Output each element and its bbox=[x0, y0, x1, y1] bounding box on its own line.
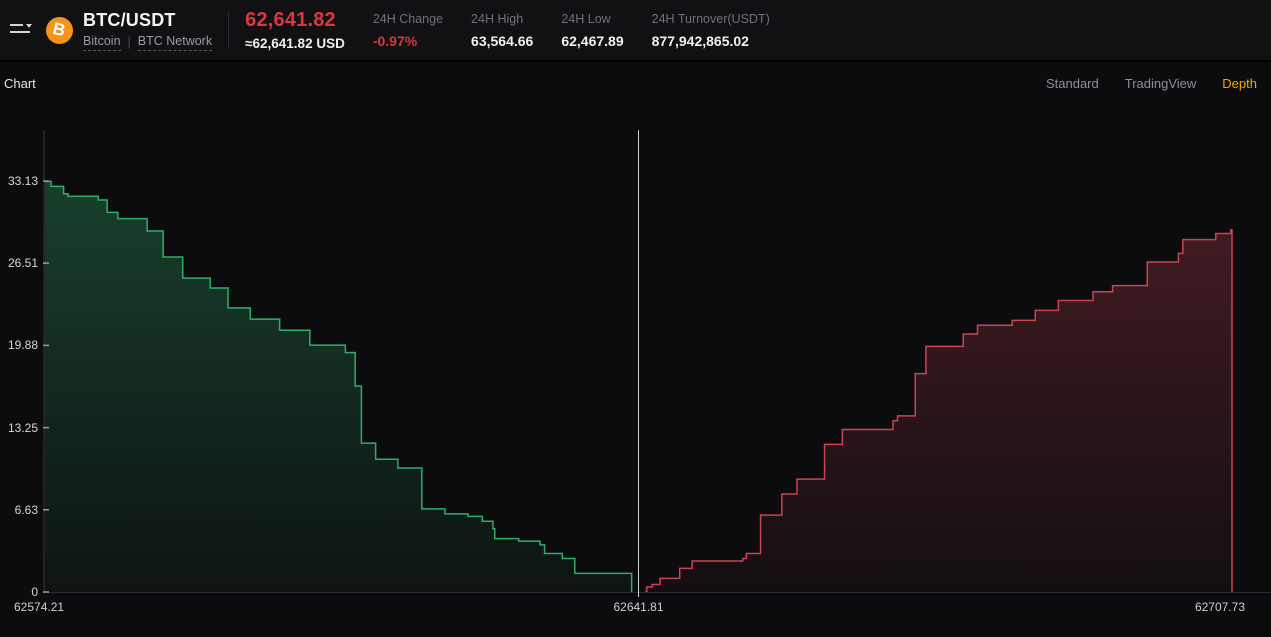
header-divider bbox=[228, 11, 230, 49]
y-axis-label: 6.63 bbox=[14, 502, 38, 517]
pair-title: BTC/USDT bbox=[83, 9, 176, 30]
subtitle-separator: | bbox=[127, 35, 131, 49]
bitcoin-logo-icon: B bbox=[46, 16, 73, 44]
stat-24h-low: 24H Low 62,467.89 bbox=[561, 12, 623, 49]
chart-mode-tabs: Standard TradingView Depth bbox=[1046, 76, 1257, 91]
depth-chart-canvas[interactable] bbox=[0, 104, 1271, 637]
stat-24h-change: 24H Change -0.97% bbox=[373, 12, 443, 49]
last-price: 62,641.82 bbox=[245, 9, 336, 31]
stat-label: 24H Low bbox=[561, 11, 611, 26]
chart-toolbar: Chart Standard TradingView Depth bbox=[0, 62, 1271, 104]
header-bar: B BTC/USDT Bitcoin | BTC Network 62,641.… bbox=[0, 0, 1271, 62]
bids-line bbox=[45, 180, 633, 592]
base-asset-link[interactable]: Bitcoin bbox=[83, 34, 121, 51]
chart-section-title: Chart bbox=[4, 75, 36, 91]
y-axis-label: 0 bbox=[31, 585, 38, 599]
y-axis-label: 26.51 bbox=[7, 256, 38, 271]
depth-chart[interactable]: 0 6.63 13.25 19.88 26.51 33.13 62574.21 62641… bbox=[0, 104, 1271, 637]
asks-line bbox=[644, 229, 1233, 593]
stat-label: 24H Turnover(USDT) bbox=[651, 11, 770, 26]
asks-area bbox=[644, 229, 1232, 592]
x-axis-label-min: 62574.21 bbox=[14, 600, 65, 614]
stat-value: -0.97% bbox=[372, 32, 418, 49]
y-axis-label: 33.13 bbox=[7, 174, 38, 188]
stat-value: 62,467.89 bbox=[561, 32, 624, 49]
tab-depth[interactable]: Depth bbox=[1222, 75, 1257, 91]
usd-value: ≈62,641.82 USD bbox=[245, 36, 345, 51]
tab-standard[interactable]: Standard bbox=[1045, 75, 1099, 91]
bids-area bbox=[45, 181, 632, 592]
tab-tradingview[interactable]: TradingView bbox=[1124, 75, 1197, 91]
y-axis-label: 13.25 bbox=[7, 420, 38, 435]
x-axis-label-max: 62707.73 bbox=[1194, 600, 1245, 614]
x-axis-label-mid: 62641.81 bbox=[613, 600, 664, 614]
stat-value: 877,942,865.02 bbox=[651, 32, 749, 49]
network-link[interactable]: BTC Network bbox=[137, 34, 213, 51]
stat-24h-turnover: 24H Turnover(USDT) 877,942,865.02 bbox=[652, 12, 770, 49]
y-axis-label: 19.88 bbox=[7, 338, 38, 353]
bitcoin-b-glyph: B bbox=[51, 18, 68, 40]
stat-value: 63,564.66 bbox=[471, 32, 534, 49]
stats-row: 24H Change -0.97% 24H High 63,564.66 24H… bbox=[373, 12, 770, 49]
stat-label: 24H Change bbox=[372, 11, 444, 26]
stat-24h-high: 24H High 63,564.66 bbox=[471, 12, 533, 49]
stat-label: 24H High bbox=[471, 11, 524, 26]
menu-icon[interactable] bbox=[10, 21, 34, 39]
